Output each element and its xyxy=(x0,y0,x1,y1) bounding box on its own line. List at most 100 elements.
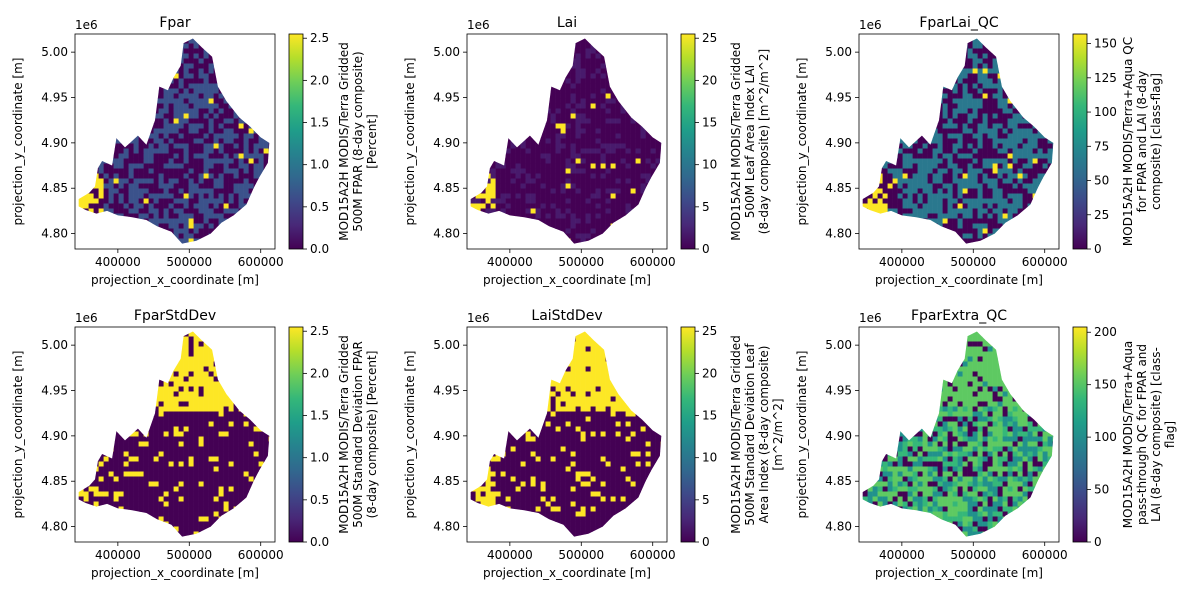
y-axis-label: projection_y_coordinate [m] xyxy=(11,351,25,519)
colorbar-label-line: MOD15A2H MODIS/Terra Gridded xyxy=(337,335,351,534)
colorbar-tick-label: 150 xyxy=(1094,37,1117,51)
colorbar-tick-label: 0.0 xyxy=(310,242,329,256)
y-tick-label: 4.80 xyxy=(433,520,460,534)
colorbar-tick-label: 1.0 xyxy=(310,158,329,172)
x-tick-label: 600000 xyxy=(630,548,676,562)
x-tick-label: 400000 xyxy=(879,548,925,562)
x-tick-label: 600000 xyxy=(238,255,284,269)
colorbar-tick-label: 0 xyxy=(1094,535,1102,549)
y-offset-label: 1e6 xyxy=(75,18,98,32)
subplot-fparlai-qc: FparLai_QC 400000 500000 600000 projection_x… xyxy=(795,15,1163,287)
y-tick-label: 5.00 xyxy=(825,338,852,352)
chart-title: Fpar xyxy=(159,15,191,31)
x-tick-label: 500000 xyxy=(558,548,604,562)
colorbar-tick-label: 100 xyxy=(1094,430,1117,444)
subplot-fparstddev: FparStdDev 400000 500000 600000 projection_x… xyxy=(11,308,379,580)
x-tick-label: 500000 xyxy=(166,548,212,562)
chart-title: Lai xyxy=(557,15,577,31)
colorbar-tick-label: 150 xyxy=(1094,378,1117,392)
y-tick-label: 4.80 xyxy=(825,520,852,534)
y-tick-label: 4.90 xyxy=(433,429,460,443)
subplot-fpar: Fpar 400000 500000 600000 projection_x_coord… xyxy=(11,15,379,287)
y-offset-label: 1e6 xyxy=(859,311,882,325)
colorbar-label-line: (8-day composite) [m^2/m^2] xyxy=(757,49,771,234)
colorbar-label-line: pass-through QC for FPAR and xyxy=(1135,344,1149,525)
x-tick-label: 600000 xyxy=(238,548,284,562)
axes-frame xyxy=(466,326,668,543)
y-tick-label: 4.85 xyxy=(433,181,460,195)
colorbar-label-line: Area Index (8-day composite) xyxy=(757,346,771,524)
colorbar-tick-label: 15 xyxy=(702,116,717,130)
colorbar-tick-label: 5 xyxy=(702,493,710,507)
colorbar-label-line: MOD15A2H MODIS/Terra Gridded xyxy=(337,42,351,241)
x-axis-label: projection_x_coordinate [m] xyxy=(875,566,1043,580)
y-tick-label: 4.85 xyxy=(41,181,68,195)
y-offset-label: 1e6 xyxy=(467,311,490,325)
colorbar-tick-label: 0 xyxy=(1094,242,1102,256)
colorbar-tick-label: 15 xyxy=(702,409,717,423)
subplot-lai: Lai 400000 500000 600000 projection_x_coordi… xyxy=(403,15,771,287)
colorbar-tick-label: 2.0 xyxy=(310,366,329,380)
colorbar-label-line: flag] xyxy=(1163,421,1177,448)
x-tick-label: 500000 xyxy=(950,255,996,269)
y-tick-label: 4.90 xyxy=(825,136,852,150)
y-tick-label: 4.90 xyxy=(825,429,852,443)
axes-frame xyxy=(466,33,668,250)
y-tick-label: 4.80 xyxy=(433,227,460,241)
colorbar-tick-label: 0 xyxy=(702,535,710,549)
y-offset-label: 1e6 xyxy=(467,18,490,32)
axes-frame xyxy=(858,33,1060,250)
y-tick-label: 5.00 xyxy=(41,338,68,352)
x-tick-label: 400000 xyxy=(879,255,925,269)
y-offset-label: 1e6 xyxy=(75,311,98,325)
colorbar-label-line: composite) [class-flag] xyxy=(1149,73,1163,210)
y-tick-label: 4.85 xyxy=(433,474,460,488)
colorbar-label-line: 500M FPAR (8-day composite) xyxy=(351,51,365,231)
colorbar-label-line: 500M Standard Deviation FPAR xyxy=(351,341,365,528)
colorbar xyxy=(680,326,696,543)
colorbar-label-line: [Percent] xyxy=(365,114,379,169)
colorbar-label-line: MOD15A2H MODIS/Terra+Aqua QC xyxy=(1121,37,1135,246)
y-tick-label: 4.95 xyxy=(433,91,460,105)
colorbar-tick-label: 75 xyxy=(1094,139,1109,153)
axes-frame xyxy=(74,326,276,543)
y-tick-label: 4.95 xyxy=(825,384,852,398)
colorbar-tick-label: 0 xyxy=(702,242,710,256)
raster xyxy=(470,331,662,537)
raster xyxy=(862,331,1054,537)
y-axis-label: projection_y_coordinate [m] xyxy=(795,351,809,519)
colorbar-tick-label: 125 xyxy=(1094,71,1117,85)
colorbar xyxy=(1072,33,1088,250)
colorbar xyxy=(288,33,304,250)
colorbar-tick-label: 50 xyxy=(1094,483,1109,497)
colorbar xyxy=(1072,326,1088,543)
colorbar-label-line: MOD15A2H MODIS/Terra Gridded xyxy=(729,42,743,241)
chart-title: FparExtra_QC xyxy=(911,308,1007,324)
colorbar-tick-label: 0.5 xyxy=(310,493,329,507)
colorbar-tick-label: 2.5 xyxy=(310,31,329,45)
colorbar-tick-label: 5 xyxy=(702,200,710,214)
colorbar-tick-label: 0.0 xyxy=(310,535,329,549)
x-axis-label: projection_x_coordinate [m] xyxy=(483,566,651,580)
y-tick-label: 4.85 xyxy=(825,474,852,488)
x-axis-label: projection_x_coordinate [m] xyxy=(91,566,259,580)
y-axis-label: projection_y_coordinate [m] xyxy=(403,58,417,226)
colorbar-tick-label: 25 xyxy=(702,324,717,338)
colorbar-tick-label: 10 xyxy=(702,451,717,465)
x-tick-label: 400000 xyxy=(95,255,141,269)
colorbar-tick-label: 100 xyxy=(1094,105,1117,119)
y-tick-label: 5.00 xyxy=(825,45,852,59)
raster xyxy=(862,38,1054,244)
y-tick-label: 4.80 xyxy=(825,227,852,241)
y-tick-label: 4.80 xyxy=(41,227,68,241)
colorbar-tick-label: 20 xyxy=(702,366,717,380)
colorbar-tick-label: 20 xyxy=(702,73,717,87)
y-axis-label: projection_y_coordinate [m] xyxy=(403,351,417,519)
colorbar-label-line: [m^2/m^2] xyxy=(771,398,785,470)
chart-title: LaiStdDev xyxy=(531,308,602,324)
y-tick-label: 4.95 xyxy=(825,91,852,105)
chart-title: FparLai_QC xyxy=(919,15,999,31)
x-axis-label: projection_x_coordinate [m] xyxy=(483,273,651,287)
y-axis-label: projection_y_coordinate [m] xyxy=(11,58,25,226)
